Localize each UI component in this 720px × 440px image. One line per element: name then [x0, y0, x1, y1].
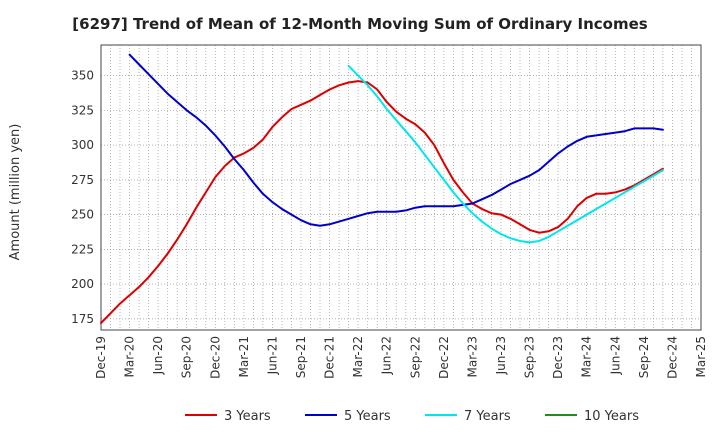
x-tick-label: Mar-23 — [465, 336, 479, 377]
x-tick-label: Sep-20 — [180, 336, 194, 378]
x-tick-label: Jun-21 — [265, 336, 279, 375]
x-tick-label: Mar-25 — [694, 336, 708, 377]
x-tick-label: Dec-22 — [437, 336, 451, 379]
legend-label-3-years: 3 Years — [224, 409, 271, 424]
y-tick-label: 350 — [71, 69, 94, 83]
grid — [101, 45, 701, 330]
x-tick-label: Mar-22 — [351, 336, 365, 377]
y-tick-label: 225 — [71, 242, 94, 256]
series-lines — [100, 53, 664, 324]
y-tick-label: 250 — [71, 208, 94, 222]
series-line-5-years — [128, 53, 664, 227]
x-tick-label: Dec-24 — [665, 336, 679, 379]
x-tick-label: Dec-21 — [323, 336, 337, 379]
legend-label-5-years: 5 Years — [344, 409, 391, 424]
y-axis-ticks: 175 200 225 250 275 300 325 350 — [71, 69, 94, 326]
x-tick-label: Jun-20 — [151, 336, 165, 375]
chart-title: [6297] Trend of Mean of 12-Month Moving … — [72, 15, 647, 33]
y-axis-label: Amount (million yen) — [8, 124, 23, 261]
series-line-7-years — [347, 64, 664, 244]
x-tick-label: Dec-19 — [94, 336, 108, 379]
x-tick-label: Jun-23 — [494, 336, 508, 375]
x-tick-label: Jun-24 — [608, 336, 622, 375]
x-tick-label: Dec-20 — [208, 336, 222, 379]
x-axis-ticks: Dec-19 Mar-20 Jun-20 Sep-20 Dec-20 Mar-21 Jun-… — [94, 336, 708, 379]
legend-label-10-years: 10 Years — [584, 409, 639, 424]
y-tick-label: 325 — [71, 103, 94, 117]
y-tick-label: 300 — [71, 138, 94, 152]
x-tick-label: Sep-22 — [408, 336, 422, 378]
x-tick-label: Jun-22 — [380, 336, 394, 375]
y-tick-label: 175 — [71, 312, 94, 326]
y-tick-label: 200 — [71, 277, 94, 291]
series-line-3-years — [100, 80, 664, 324]
y-tick-label: 275 — [71, 173, 94, 187]
x-tick-label: Sep-24 — [637, 336, 651, 378]
x-tick-label: Mar-20 — [123, 336, 137, 377]
x-tick-label: Dec-23 — [551, 336, 565, 379]
legend: 3 Years 5 Years 7 Years 10 Years — [185, 409, 639, 424]
x-tick-label: Sep-23 — [523, 336, 537, 378]
plot-frame — [100, 44, 702, 331]
x-tick-label: Sep-21 — [294, 336, 308, 378]
x-tick-label: Mar-24 — [580, 336, 594, 377]
x-tick-label: Mar-21 — [237, 336, 251, 377]
legend-label-7-years: 7 Years — [464, 409, 511, 424]
